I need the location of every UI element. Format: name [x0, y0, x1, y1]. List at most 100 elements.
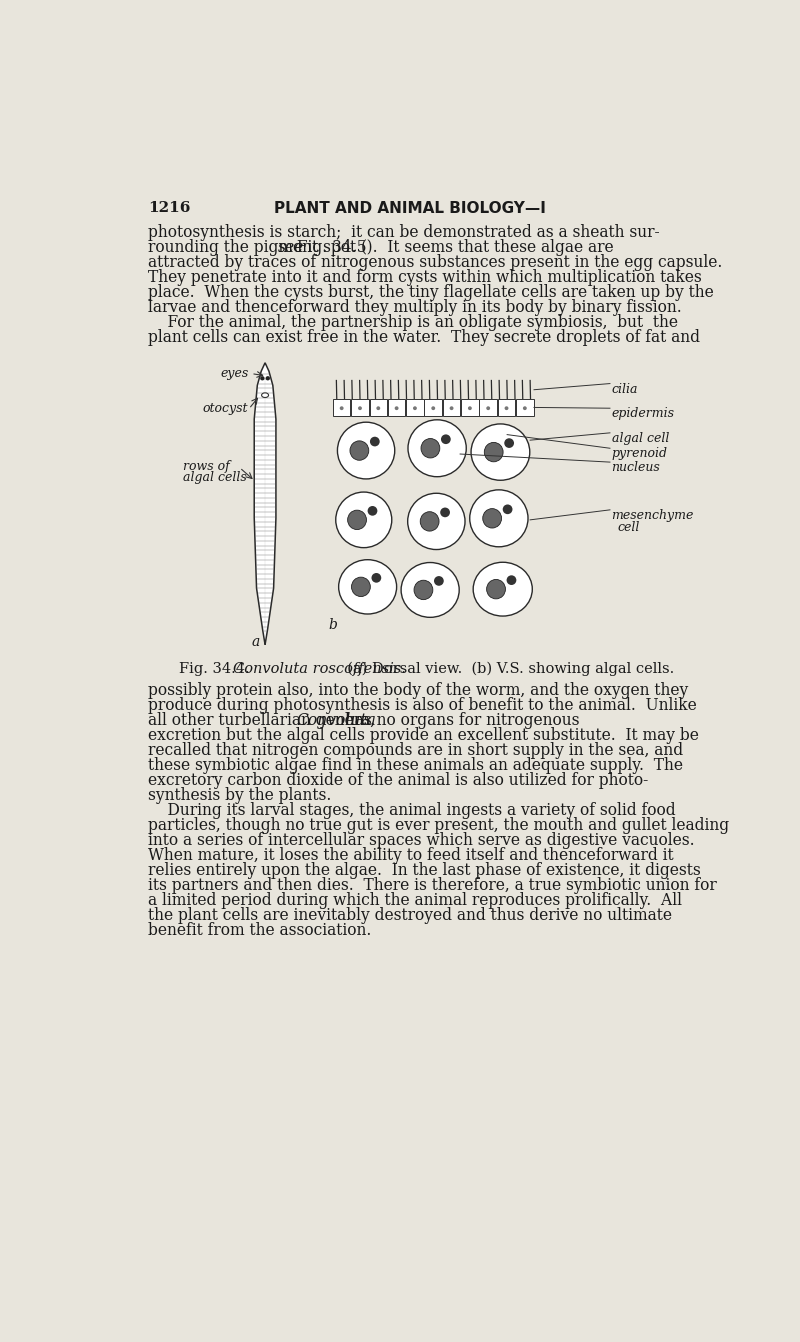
Circle shape [358, 407, 362, 411]
Text: a: a [252, 635, 260, 648]
Ellipse shape [408, 421, 466, 475]
Bar [406, 400, 424, 416]
Text: a limited period during which the animal reproduces prolifically.  All: a limited period during which the animal… [148, 892, 682, 909]
Text: relies entirely upon the algae.  In the last phase of existence, it digests: relies entirely upon the algae. In the l… [148, 862, 701, 879]
Circle shape [371, 573, 382, 582]
Text: epidermis: epidermis [611, 408, 674, 420]
Ellipse shape [338, 560, 398, 615]
Ellipse shape [484, 443, 503, 462]
Circle shape [505, 407, 509, 411]
Circle shape [368, 506, 378, 515]
Ellipse shape [262, 393, 269, 397]
Text: its partners and then dies.  There is therefore, a true symbiotic union for: its partners and then dies. There is the… [148, 876, 717, 894]
Text: attracted by traces of nitrogenous substances present in the egg capsule.: attracted by traces of nitrogenous subst… [148, 254, 722, 271]
Circle shape [394, 407, 398, 411]
Bar [425, 400, 442, 416]
Text: possibly protein also, into the body of the worm, and the oxygen they: possibly protein also, into the body of … [148, 682, 688, 699]
Circle shape [413, 407, 417, 411]
Text: During its larval stages, the animal ingests a variety of solid food: During its larval stages, the animal ing… [148, 801, 676, 819]
Text: excretory carbon dioxide of the animal is also utilized for photo-: excretory carbon dioxide of the animal i… [148, 772, 648, 789]
Text: b: b [329, 617, 338, 632]
Circle shape [504, 439, 514, 448]
Text: PLANT AND ANIMAL BIOLOGY—I: PLANT AND ANIMAL BIOLOGY—I [274, 201, 546, 216]
Circle shape [434, 576, 444, 585]
Ellipse shape [486, 580, 506, 599]
Text: these symbiotic algae find in these animals an adequate supply.  The: these symbiotic algae find in these anim… [148, 757, 683, 773]
Ellipse shape [474, 561, 532, 617]
Text: larvae and thenceforward they multiply in its body by binary fission.: larvae and thenceforward they multiply i… [148, 299, 682, 317]
Text: all other turbellarian genera,: all other turbellarian genera, [148, 711, 380, 729]
Text: Fig. 34.5).  It seems that these algae are: Fig. 34.5). It seems that these algae ar… [292, 239, 614, 256]
Bar [388, 400, 406, 416]
Circle shape [376, 407, 380, 411]
Bar [516, 400, 534, 416]
Text: (a) Dorsal view.  (b) V.S. showing algal cells.: (a) Dorsal view. (b) V.S. showing algal … [338, 662, 674, 676]
Circle shape [486, 407, 490, 411]
Bar [442, 400, 460, 416]
Circle shape [506, 576, 516, 585]
Bar [351, 400, 369, 416]
Bar [461, 400, 478, 416]
Text: the plant cells are inevitably destroyed and thus derive no ultimate: the plant cells are inevitably destroyed… [148, 907, 672, 923]
Ellipse shape [350, 442, 369, 460]
Bar [498, 400, 515, 416]
Text: For the animal, the partnership is an obligate symbiosis,  but  the: For the animal, the partnership is an ob… [148, 314, 678, 331]
Ellipse shape [420, 511, 439, 531]
Circle shape [370, 436, 380, 447]
Text: Fig. 34.4.: Fig. 34.4. [179, 662, 259, 675]
Circle shape [440, 507, 450, 517]
Text: particles, though no true gut is ever present, the mouth and gullet leading: particles, though no true gut is ever pr… [148, 817, 729, 833]
Text: excretion but the algal cells provide an excellent substitute.  It may be: excretion but the algal cells provide an… [148, 726, 699, 743]
Text: algal cell: algal cell [611, 432, 669, 446]
Text: algal cells: algal cells [183, 471, 246, 484]
Ellipse shape [337, 421, 395, 479]
Ellipse shape [470, 490, 527, 546]
Text: nucleus: nucleus [611, 462, 660, 474]
Text: place.  When the cysts burst, the tiny flagellate cells are taken up by the: place. When the cysts burst, the tiny fl… [148, 285, 714, 301]
Text: eyes: eyes [220, 366, 248, 380]
Bar [370, 400, 387, 416]
Text: has no organs for nitrogenous: has no organs for nitrogenous [340, 711, 579, 729]
Text: photosynthesis is starch;  it can be demonstrated as a sheath sur-: photosynthesis is starch; it can be demo… [148, 224, 660, 242]
Ellipse shape [407, 494, 466, 550]
Text: produce during photosynthesis is also of benefit to the animal.  Unlike: produce during photosynthesis is also of… [148, 696, 697, 714]
Text: rows of: rows of [183, 460, 230, 472]
Text: 1216: 1216 [148, 201, 190, 215]
Circle shape [431, 407, 435, 411]
Ellipse shape [421, 439, 440, 458]
Circle shape [441, 435, 450, 444]
Ellipse shape [401, 562, 459, 619]
Ellipse shape [482, 509, 502, 527]
Text: They penetrate into it and form cysts within which multiplication takes: They penetrate into it and form cysts wi… [148, 270, 702, 286]
Text: cell: cell [618, 522, 640, 534]
Ellipse shape [414, 580, 433, 600]
Bar [479, 400, 497, 416]
Text: Convoluta roscoffensis.: Convoluta roscoffensis. [234, 662, 406, 675]
Ellipse shape [351, 577, 370, 597]
Text: plant cells can exist free in the water.  They secrete droplets of fat and: plant cells can exist free in the water.… [148, 329, 700, 346]
Circle shape [468, 407, 472, 411]
Text: cilia: cilia [611, 382, 638, 396]
Circle shape [523, 407, 526, 411]
Text: Convoluta: Convoluta [297, 711, 376, 729]
Text: into a series of intercellular spaces which serve as digestive vacuoles.: into a series of intercellular spaces wh… [148, 832, 694, 848]
Circle shape [502, 505, 513, 514]
Text: synthesis by the plants.: synthesis by the plants. [148, 786, 331, 804]
Text: rounding the pigment spot (: rounding the pigment spot ( [148, 239, 367, 256]
Ellipse shape [348, 510, 366, 530]
Circle shape [450, 407, 454, 411]
Text: see: see [278, 239, 304, 256]
Ellipse shape [335, 491, 392, 549]
Text: otocyst: otocyst [202, 403, 248, 415]
Circle shape [260, 376, 265, 380]
Text: mesenchyme: mesenchyme [611, 509, 694, 522]
Ellipse shape [472, 424, 529, 480]
Bar [333, 400, 350, 416]
Circle shape [340, 407, 343, 411]
Text: benefit from the association.: benefit from the association. [148, 922, 371, 939]
Text: pyrenoid: pyrenoid [611, 447, 667, 460]
Text: recalled that nitrogen compounds are in short supply in the sea, and: recalled that nitrogen compounds are in … [148, 742, 683, 758]
Circle shape [266, 376, 270, 380]
Text: When mature, it loses the ability to feed itself and thenceforward it: When mature, it loses the ability to fee… [148, 847, 674, 864]
Polygon shape [254, 362, 276, 644]
